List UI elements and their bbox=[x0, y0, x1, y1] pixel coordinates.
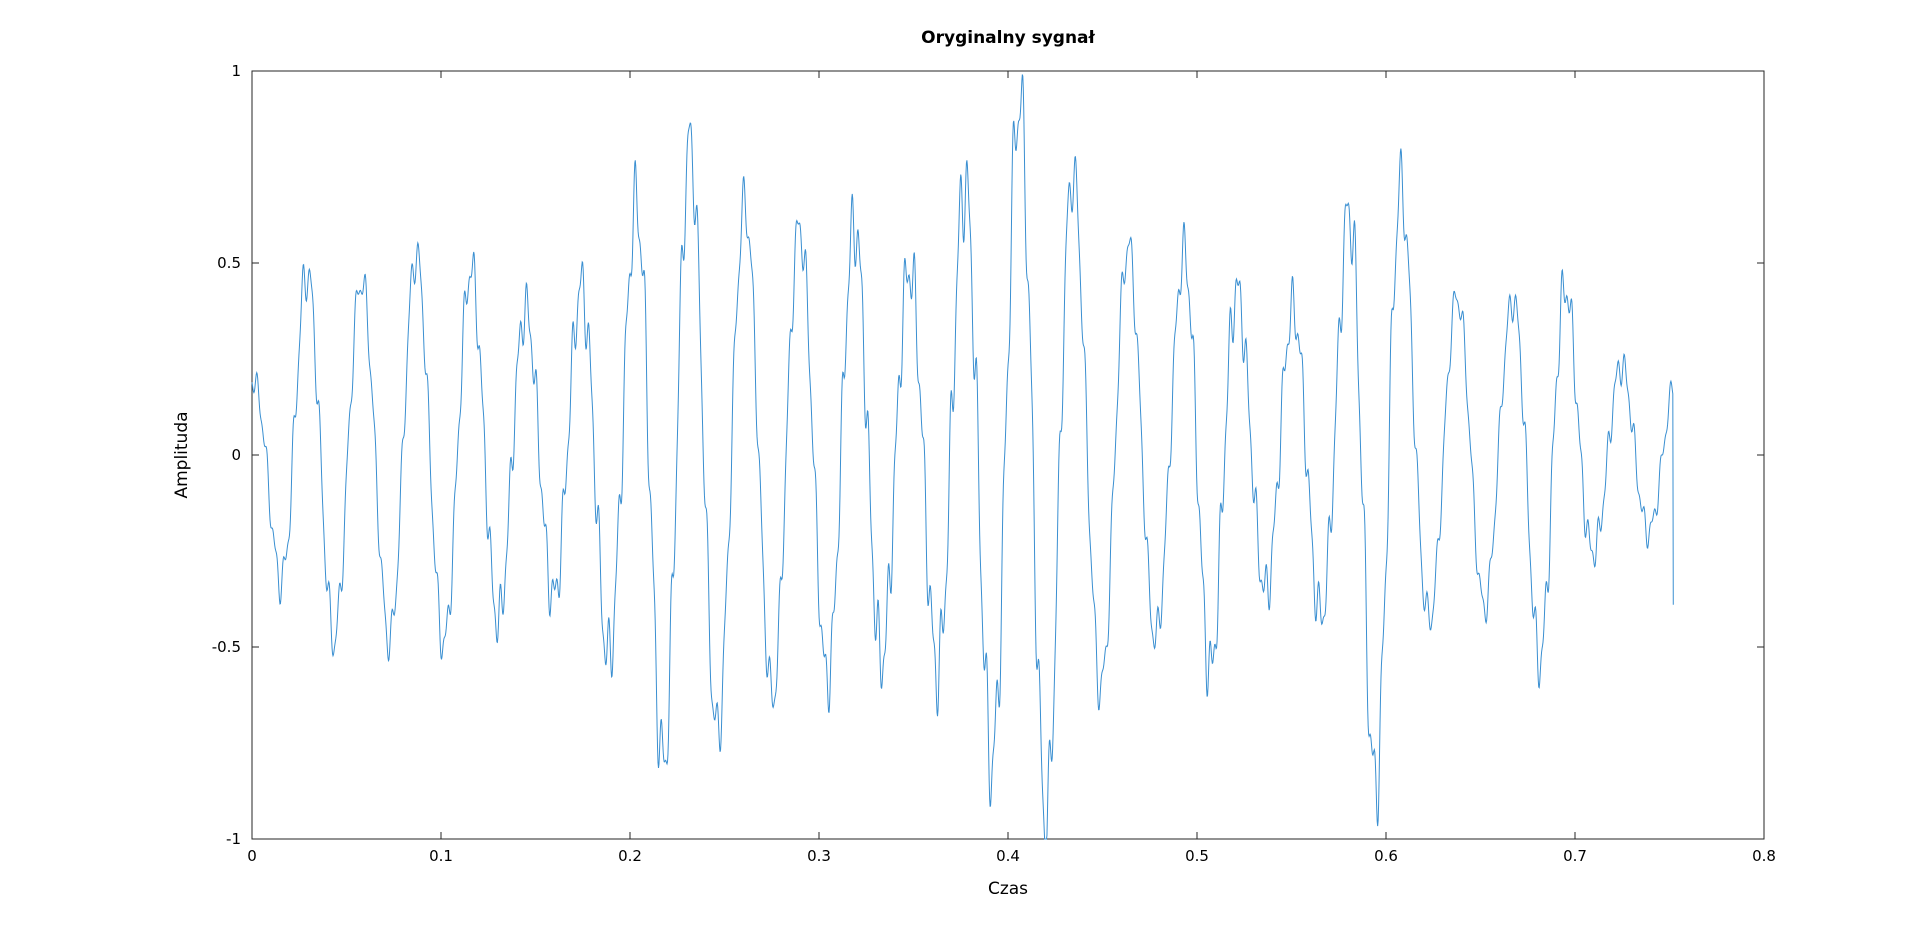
x-tick-label: 0.8 bbox=[1752, 847, 1776, 865]
series-line bbox=[251, 74, 1674, 840]
x-tick-label: 0.3 bbox=[807, 847, 831, 865]
y-tick-label: -0.5 bbox=[212, 638, 241, 656]
series-layer bbox=[251, 74, 1674, 840]
y-axis: -1 -0.5 0 0.5 1 bbox=[212, 62, 1764, 848]
x-tick-label: 0.6 bbox=[1374, 847, 1398, 865]
x-tick-label: 0.4 bbox=[996, 847, 1020, 865]
y-tick-label: 0.5 bbox=[217, 254, 241, 272]
x-tick-label: 0 bbox=[247, 847, 257, 865]
x-tick-label: 0.7 bbox=[1563, 847, 1587, 865]
x-axis: 0 0.1 0.2 0.3 0.4 0.5 0.6 0.7 0.8 bbox=[247, 71, 1776, 865]
y-tick-label: -1 bbox=[226, 830, 241, 848]
x-axis-label: Czas bbox=[988, 879, 1028, 899]
x-tick-label: 0.2 bbox=[618, 847, 642, 865]
chart-title: Oryginalny sygnał bbox=[921, 28, 1095, 48]
x-tick-label: 0.1 bbox=[429, 847, 453, 865]
plot-area bbox=[251, 70, 1765, 840]
y-tick-label: 1 bbox=[231, 62, 241, 80]
y-axis-label: Amplituda bbox=[172, 411, 192, 498]
x-tick-label: 0.5 bbox=[1185, 847, 1209, 865]
y-tick-label: 0 bbox=[231, 446, 241, 464]
